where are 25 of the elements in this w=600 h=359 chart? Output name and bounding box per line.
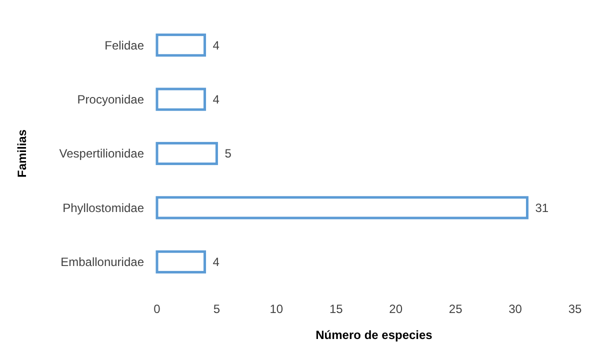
- data-label: 4: [212, 255, 220, 270]
- y-tick-label: Procyonidae: [77, 92, 144, 106]
- x-tick-label: 15: [329, 302, 344, 316]
- bar: [156, 250, 206, 274]
- data-label: 4: [212, 92, 220, 106]
- y-tick-label: Felidae: [104, 38, 144, 52]
- bar: [156, 196, 528, 220]
- x-tick-label: 30: [508, 302, 522, 316]
- data-label: 5: [224, 146, 232, 161]
- x-tick-label: 5: [213, 302, 220, 316]
- y-axis-title: Familias: [15, 129, 29, 178]
- bar: [156, 34, 206, 57]
- bar: [156, 142, 218, 166]
- x-tick-label: 20: [389, 302, 403, 316]
- data-label: 4: [212, 38, 220, 52]
- x-tick-label: 25: [448, 302, 463, 316]
- y-tick-label: Emballonuridae: [60, 255, 144, 270]
- x-tick-label: 0: [154, 302, 161, 316]
- x-tick-label: 10: [270, 302, 284, 316]
- x-tick-label: 35: [568, 302, 582, 316]
- y-tick-label: Vespertilionidae: [59, 146, 144, 161]
- data-label: 31: [535, 200, 549, 215]
- y-tick-label: Phyllostomidae: [62, 200, 144, 215]
- bar: [156, 88, 206, 111]
- x-axis-title: Número de especies: [316, 328, 433, 342]
